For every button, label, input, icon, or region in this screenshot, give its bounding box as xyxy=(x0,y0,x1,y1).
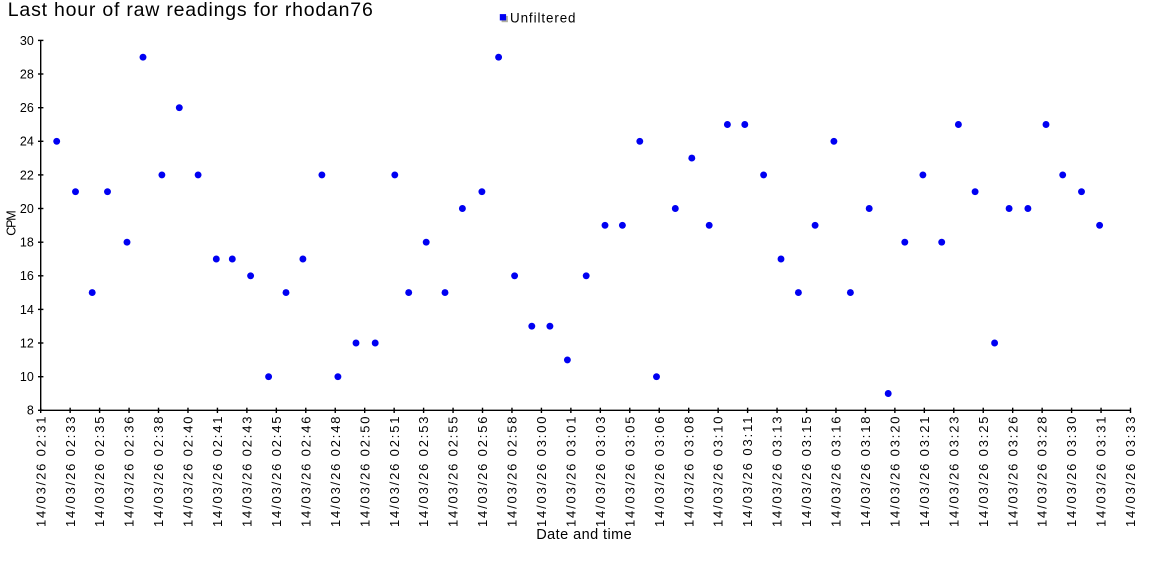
svg-text:14/03/26 02:50: 14/03/26 02:50 xyxy=(357,417,372,528)
svg-text:28: 28 xyxy=(20,67,34,81)
svg-text:14/03/26 03:06: 14/03/26 03:06 xyxy=(652,417,667,528)
svg-text:14/03/26 03:21: 14/03/26 03:21 xyxy=(917,417,932,528)
svg-text:14/03/26 03:33: 14/03/26 03:33 xyxy=(1123,417,1138,528)
svg-text:14/03/26 03:31: 14/03/26 03:31 xyxy=(1094,417,1109,528)
svg-text:14/03/26 02:53: 14/03/26 02:53 xyxy=(416,417,431,528)
svg-text:14/03/26 03:28: 14/03/26 03:28 xyxy=(1035,417,1050,528)
svg-text:14/03/26 03:18: 14/03/26 03:18 xyxy=(858,417,873,528)
svg-text:8: 8 xyxy=(27,404,34,418)
svg-text:14/03/26 03:23: 14/03/26 03:23 xyxy=(946,417,961,528)
svg-text:14/03/26 03:15: 14/03/26 03:15 xyxy=(799,417,814,528)
svg-text:14/03/26 02:43: 14/03/26 02:43 xyxy=(239,417,254,528)
svg-text:14/03/26 02:48: 14/03/26 02:48 xyxy=(328,417,343,528)
svg-text:14/03/26 03:01: 14/03/26 03:01 xyxy=(563,417,578,528)
svg-text:Date and time: Date and time xyxy=(536,527,632,543)
svg-text:14: 14 xyxy=(20,303,34,317)
svg-text:24: 24 xyxy=(20,135,34,149)
svg-text:14/03/26 03:08: 14/03/26 03:08 xyxy=(681,417,696,528)
svg-text:14/03/26 03:00: 14/03/26 03:00 xyxy=(534,417,549,528)
svg-text:14/03/26 02:40: 14/03/26 02:40 xyxy=(181,417,196,528)
svg-text:14/03/26 03:16: 14/03/26 03:16 xyxy=(829,417,844,528)
svg-text:Unfiltered: Unfiltered xyxy=(510,11,576,26)
svg-text:10: 10 xyxy=(20,370,34,384)
svg-text:26: 26 xyxy=(20,101,34,115)
svg-text:14/03/26 02:45: 14/03/26 02:45 xyxy=(269,417,284,528)
svg-text:14/03/26 03:13: 14/03/26 03:13 xyxy=(770,417,785,528)
svg-text:20: 20 xyxy=(20,202,34,216)
svg-text:14/03/26 02:31: 14/03/26 02:31 xyxy=(33,417,48,528)
svg-text:14/03/26 02:41: 14/03/26 02:41 xyxy=(210,417,225,528)
svg-text:Last hour of raw readings for: Last hour of raw readings for rhodan76 xyxy=(8,0,373,21)
svg-text:14/03/26 03:05: 14/03/26 03:05 xyxy=(622,417,637,528)
svg-text:14/03/26 02:36: 14/03/26 02:36 xyxy=(122,417,137,528)
svg-text:14/03/26 03:20: 14/03/26 03:20 xyxy=(887,417,902,528)
svg-text:16: 16 xyxy=(20,269,34,283)
svg-text:14/03/26 02:38: 14/03/26 02:38 xyxy=(151,417,166,528)
svg-text:14/03/26 03:26: 14/03/26 03:26 xyxy=(1005,417,1020,528)
svg-text:CPM: CPM xyxy=(4,210,18,236)
svg-text:22: 22 xyxy=(20,168,34,182)
svg-text:14/03/26 02:55: 14/03/26 02:55 xyxy=(446,417,461,528)
svg-text:14/03/26 03:25: 14/03/26 03:25 xyxy=(976,417,991,528)
svg-text:14/03/26 02:56: 14/03/26 02:56 xyxy=(475,417,490,528)
svg-text:30: 30 xyxy=(20,34,34,48)
svg-text:18: 18 xyxy=(20,236,34,250)
svg-text:12: 12 xyxy=(20,336,34,350)
svg-text:14/03/26 02:35: 14/03/26 02:35 xyxy=(92,417,107,528)
svg-text:14/03/26 03:30: 14/03/26 03:30 xyxy=(1064,417,1079,528)
svg-text:14/03/26 02:51: 14/03/26 02:51 xyxy=(387,417,402,528)
svg-text:14/03/26 02:33: 14/03/26 02:33 xyxy=(63,417,78,528)
svg-text:14/03/26 03:10: 14/03/26 03:10 xyxy=(711,417,726,528)
svg-text:14/03/26 02:46: 14/03/26 02:46 xyxy=(298,417,313,528)
svg-text:14/03/26 03:03: 14/03/26 03:03 xyxy=(593,417,608,528)
svg-text:14/03/26 02:58: 14/03/26 02:58 xyxy=(505,417,520,528)
